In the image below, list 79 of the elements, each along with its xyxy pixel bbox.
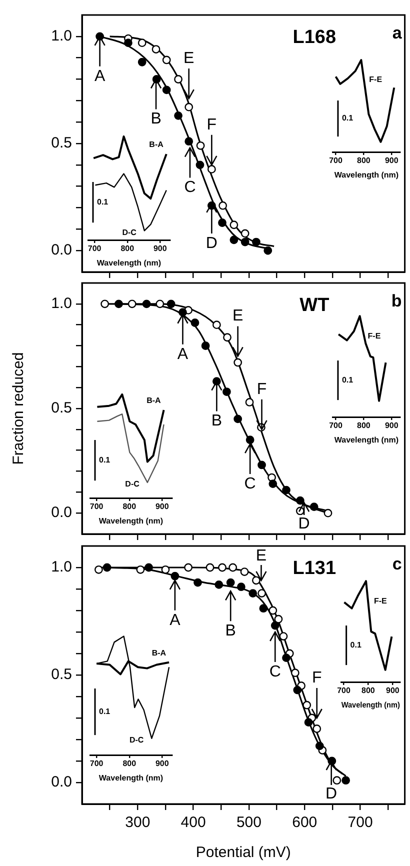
y-axis-title: Fraction reduced <box>10 352 28 465</box>
text: L131 <box>292 558 336 580</box>
x-tick-label: 900 <box>155 502 170 512</box>
x-axis-title: Wavelength (nm) <box>98 773 164 782</box>
y-tick-label: 0.5 <box>51 400 72 417</box>
x-tick-label: 900 <box>384 156 399 166</box>
y-tick-label: 0.0 <box>51 774 72 791</box>
text: a <box>392 24 402 43</box>
x-tick-label: 700 <box>88 244 102 254</box>
series-label: D-C <box>129 736 144 745</box>
text: c <box>392 554 402 574</box>
x-tick-label: 900 <box>153 244 168 254</box>
annotation: D <box>206 234 218 252</box>
annotation: C <box>244 475 256 492</box>
annotation: C <box>184 179 196 196</box>
x-tick-label: 700 <box>90 502 104 512</box>
annotation: B <box>211 412 222 430</box>
annotation: D <box>326 785 338 802</box>
x-tick-label: 500 <box>236 814 262 832</box>
series-label: F-E <box>374 596 388 606</box>
x-axis-title: Wavelength (nm) <box>98 516 164 526</box>
text: b <box>391 292 402 311</box>
series-label: D-C <box>122 228 137 237</box>
y-tick-label: 1.0 <box>51 558 72 576</box>
x-tick-label: 700 <box>329 421 343 430</box>
annotation: E <box>232 308 244 325</box>
y-tick-label: 1.0 <box>51 28 72 45</box>
annotation: C <box>269 663 281 680</box>
x-tick-label: 900 <box>155 759 170 768</box>
y-tick-label: 1.0 <box>51 295 72 312</box>
series-label: F-E <box>368 331 382 340</box>
x-tick-label: 300 <box>125 814 150 832</box>
series-label: B-A <box>152 648 166 658</box>
annotation: 0.1 <box>342 114 354 123</box>
text: L168 <box>292 27 336 48</box>
x-tick-label: 800 <box>357 421 371 430</box>
annotation: B <box>225 622 236 640</box>
x-tick-label: 600 <box>292 814 318 832</box>
y-tick-label: 0.5 <box>51 134 72 152</box>
y-tick-label: 0.0 <box>51 242 72 259</box>
x-tick-label: 900 <box>384 421 399 430</box>
x-tick-label: 800 <box>357 156 371 166</box>
y-tick-label: 0.0 <box>51 504 72 522</box>
annotation: 0.1 <box>342 375 354 384</box>
annotation: F <box>312 669 322 686</box>
x-tick-label: 800 <box>122 759 137 768</box>
x-axis-title: Wavelength (nm) <box>341 700 400 710</box>
x-tick-label: 900 <box>386 686 400 696</box>
series-label: B-A <box>146 396 162 406</box>
x-tick-label: 700 <box>329 156 343 166</box>
annotation: F <box>206 116 217 134</box>
annotation: 0.1 <box>97 198 109 207</box>
x-tick-label: 700 <box>90 759 104 768</box>
x-tick-label: 400 <box>180 814 206 832</box>
x-tick-label: 800 <box>122 502 137 512</box>
series-label: D-C <box>125 480 140 489</box>
x-axis-title: Wavelength (nm) <box>334 170 399 180</box>
x-tick-label: 800 <box>120 244 135 254</box>
text: WT <box>300 295 330 316</box>
y-tick-label: 0.5 <box>51 666 72 684</box>
annotation: B <box>150 110 162 128</box>
x-axis-title: Potential (mV) <box>196 844 291 862</box>
x-tick-label: 800 <box>362 686 376 696</box>
x-tick-label: 700 <box>337 686 351 696</box>
annotation: F <box>256 380 267 398</box>
x-tick-label: 700 <box>348 814 373 832</box>
annotation: A <box>170 612 181 629</box>
annotation: 0.1 <box>99 706 111 716</box>
x-axis-title: Wavelength (nm) <box>334 435 399 444</box>
annotation: 0.1 <box>99 456 111 465</box>
annotation: D <box>298 515 310 532</box>
series-label: B-A <box>149 140 164 150</box>
annotation: E <box>256 547 267 564</box>
annotation: E <box>184 50 194 67</box>
series-label: F-E <box>369 75 383 84</box>
annotation: A <box>94 68 106 85</box>
annotation: A <box>177 346 188 363</box>
x-axis-title: Wavelength (nm) <box>96 258 162 268</box>
annotation: 0.1 <box>350 640 362 650</box>
